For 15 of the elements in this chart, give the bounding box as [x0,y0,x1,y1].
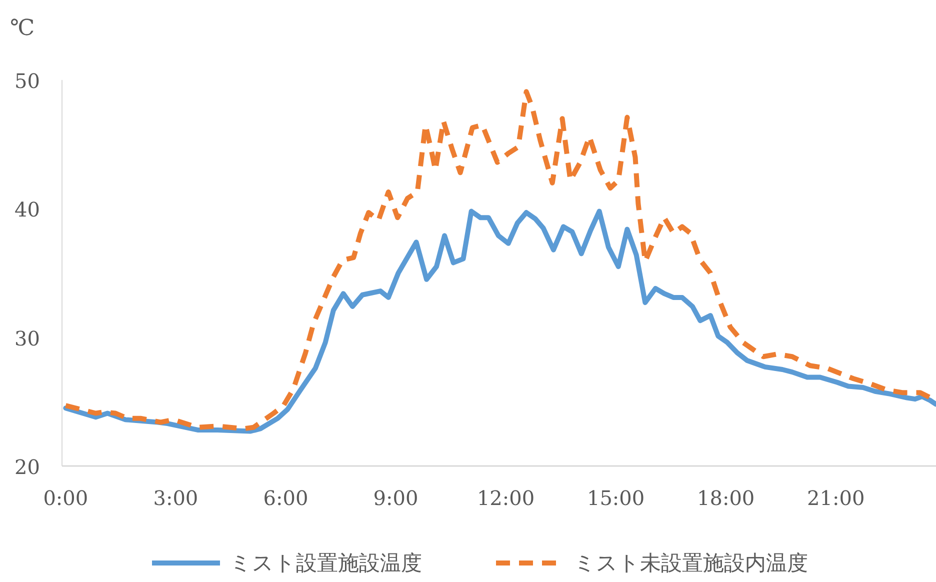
x-tick-label: 6:00 [263,486,308,510]
x-tick-label: 12:00 [476,486,535,510]
legend-label: ミスト設置施設温度 [230,551,422,575]
x-tick-label: 0:00 [43,486,88,510]
y-tick-label: 30 [14,326,40,350]
y-tick-label: 40 [14,198,40,222]
x-tick-label: 3:00 [153,486,198,510]
x-tick-label: 21:00 [807,486,865,510]
y-tick-label: 50 [14,69,40,93]
y-tick-label: 20 [14,455,40,479]
x-tick-label: 15:00 [586,486,645,510]
x-tick-label: 18:00 [697,486,755,510]
legend-label: ミスト未設置施設内温度 [574,551,808,575]
x-tick-label: 9:00 [373,486,418,510]
y-axis-title: ℃ [10,16,35,41]
